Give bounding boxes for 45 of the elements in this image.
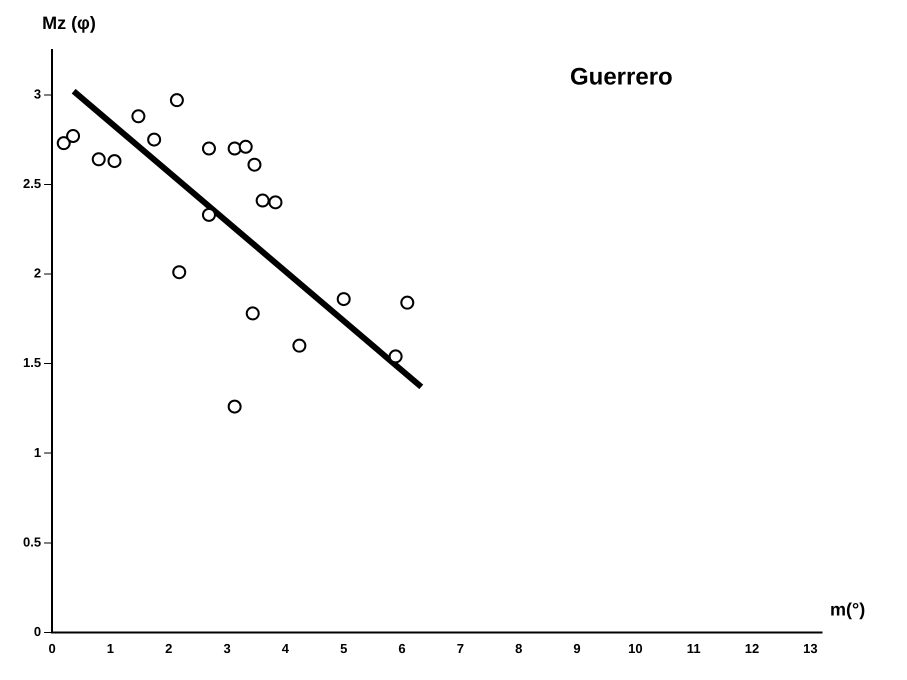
point — [228, 400, 242, 414]
y-tick-label: 2.5 — [22, 176, 42, 191]
point — [147, 132, 162, 147]
point — [66, 129, 80, 144]
y-tick-label: 0.5 — [22, 534, 42, 550]
point — [292, 338, 306, 353]
x-tick-label: 2 — [165, 640, 172, 656]
point — [388, 349, 403, 364]
point — [202, 208, 216, 222]
x-tick-label: 1 — [106, 640, 114, 656]
x-tick-label: 4 — [282, 640, 290, 656]
point — [172, 265, 186, 280]
y-tick-label: 3 — [34, 86, 42, 102]
y-tick-label: 2 — [34, 266, 42, 281]
x-tick-label: 5 — [340, 640, 348, 656]
x-tick-label: 7 — [456, 640, 464, 656]
x-tick-label: 6 — [398, 640, 406, 656]
x-axis-title: m(°) — [830, 599, 866, 620]
y-tick-label: 1.5 — [22, 355, 42, 370]
y-tick-label: 1 — [34, 444, 42, 460]
x-tick-label: 8 — [515, 640, 522, 656]
point — [336, 292, 351, 306]
point — [268, 195, 282, 210]
x-tick-label: 12 — [744, 640, 760, 656]
x-tick-label: 3 — [223, 640, 231, 656]
point — [170, 93, 184, 108]
point — [107, 154, 122, 168]
x-tick-label: 11 — [686, 640, 701, 656]
point — [202, 142, 216, 156]
x-tick-label: 0 — [48, 640, 56, 656]
text: Guerrero — [570, 64, 673, 91]
y-tick-label: 0 — [34, 624, 42, 639]
x-tick-label: 9 — [573, 640, 581, 656]
point — [238, 140, 253, 154]
point — [247, 158, 262, 172]
x-tick-label: 10 — [628, 640, 643, 656]
point — [256, 194, 270, 208]
point — [228, 142, 242, 156]
y-axis-title: Mz (φ) — [42, 12, 96, 33]
point — [56, 136, 71, 150]
point — [131, 109, 146, 124]
point — [246, 306, 260, 320]
point — [400, 296, 414, 310]
point — [92, 152, 106, 166]
x-tick-label: 13 — [803, 640, 818, 656]
